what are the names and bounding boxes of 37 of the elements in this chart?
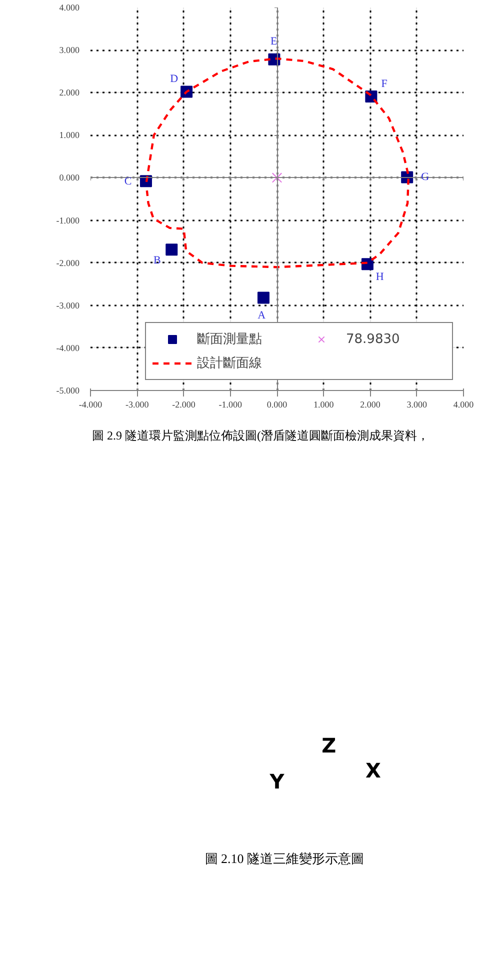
x-tick-label: -3.000 bbox=[126, 400, 150, 410]
text: X bbox=[366, 758, 382, 782]
y-tick-label: -1.000 bbox=[56, 215, 80, 226]
text: Y bbox=[268, 770, 285, 794]
caption: 圖 2.10 隧道三維變形示意圖 bbox=[204, 851, 364, 866]
data-label: A bbox=[258, 310, 266, 322]
x-tick-label: 1.000 bbox=[314, 400, 334, 410]
y-tick-label: 3.000 bbox=[59, 45, 80, 56]
x-tick-label: -4.000 bbox=[78, 400, 103, 410]
x-tick-label: -1.000 bbox=[218, 400, 242, 410]
x-tick-label: 3.000 bbox=[406, 400, 428, 410]
y-tick-label: 4.000 bbox=[59, 2, 80, 12]
y-tick-label: 1.000 bbox=[59, 130, 80, 140]
x-tick-label: 4.000 bbox=[453, 400, 474, 410]
y-tick-label: -2.000 bbox=[56, 258, 80, 268]
point bbox=[257, 292, 270, 304]
x-tick-label: 2.000 bbox=[360, 400, 381, 410]
x-tick-label: -2.000 bbox=[172, 400, 196, 410]
data-label: B bbox=[154, 254, 161, 266]
x-tick-label: 0.000 bbox=[266, 400, 288, 410]
data-label: D bbox=[170, 72, 178, 85]
text: Z bbox=[322, 734, 336, 758]
point bbox=[272, 172, 282, 183]
y-tick-label: 0.000 bbox=[59, 172, 80, 183]
y-tick-label: -3.000 bbox=[56, 300, 80, 310]
data-label: H bbox=[376, 271, 384, 284]
caption: 圖 2.9 隧道環片監測點位佈設圖(潛盾隧道圓斷面檢測成果資料， bbox=[92, 428, 430, 442]
data-label: F bbox=[381, 78, 388, 90]
y-tick-label: 2.000 bbox=[59, 88, 80, 98]
legend-label: 78.9830 bbox=[346, 332, 401, 346]
data-label: E bbox=[270, 35, 278, 48]
legend-label: 設計斷面線 bbox=[197, 355, 263, 372]
y-tick-label: -4.000 bbox=[56, 342, 80, 353]
y-tick-label: -5.000 bbox=[56, 386, 80, 396]
data-label: C bbox=[124, 176, 132, 188]
point bbox=[166, 244, 178, 256]
legend-label: 斷面測量點 bbox=[197, 331, 263, 348]
